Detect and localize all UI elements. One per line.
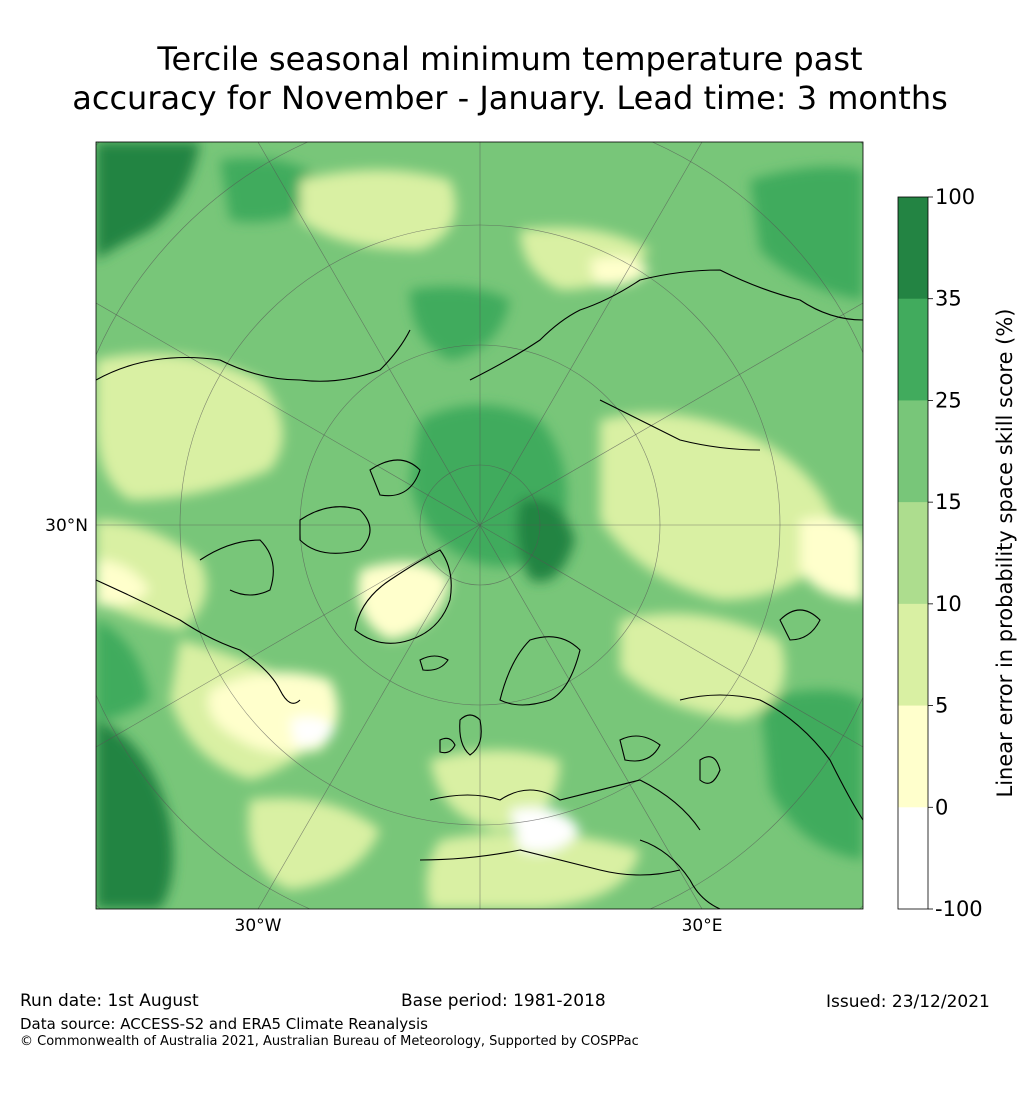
copyright: © Commonwealth of Australia 2021, Austra… [20, 1034, 639, 1049]
colorbar-tick-label: 15 [935, 490, 962, 514]
lon-label-30w: 30°W [235, 916, 282, 936]
colorbar-segments [898, 197, 928, 910]
uk-outline [459, 714, 482, 756]
base-period: Base period: 1981-2018 [401, 991, 606, 1011]
arctic-islands-outline [299, 506, 371, 554]
run-date: Run date: 1st August [20, 991, 199, 1011]
skill-score-map [96, 142, 863, 909]
colorbar-segment [898, 400, 928, 503]
colorbar-tick-label: 10 [935, 592, 962, 616]
colorbar-segment [898, 502, 928, 605]
colorbar-tick-label: 35 [935, 287, 962, 311]
lat-label-30n: 30°N [45, 516, 88, 536]
colorbar-frame [897, 196, 929, 910]
scandinavia-outline [499, 636, 581, 706]
colorbar-segment [898, 603, 928, 707]
colorbar-tick-label: 5 [935, 694, 948, 718]
graticule [96, 142, 863, 909]
title-line-2: accuracy for November - January. Lead ti… [72, 79, 948, 117]
colorbar-segment [898, 807, 928, 910]
colorbar-tick-label: -100 [935, 897, 983, 921]
colorbar-tick-label: 25 [935, 388, 962, 412]
map-title: Tercile seasonal minimum temperature pas… [0, 40, 1020, 118]
skill-score-patches [96, 142, 863, 909]
black-sea-outline [619, 735, 661, 762]
lon-label-30e: 30°E [682, 916, 723, 936]
greenland-outline [354, 549, 452, 644]
title-line-1: Tercile seasonal minimum temperature pas… [157, 40, 863, 78]
colorbar-tick-label: 100 [935, 185, 975, 209]
colorbar-ticks: 100 35 25 15 10 5 0 -100 [928, 185, 983, 921]
colorbar-segment [898, 298, 928, 401]
iceland-outline [419, 655, 449, 671]
coastlines [96, 269, 863, 909]
map-frame [95, 141, 864, 910]
colorbar-tick-label: 0 [935, 795, 948, 819]
colorbar-segment [898, 197, 928, 300]
data-source: Data source: ACCESS-S2 and ERA5 Climate … [20, 1015, 428, 1033]
colorbar: 100 35 25 15 10 5 0 -100 Linear error in probab… [897, 185, 1017, 921]
issued-date: Issued: 23/12/2021 [826, 992, 990, 1012]
colorbar-segment [898, 705, 928, 808]
colorbar-label: Linear error in probability space skill … [993, 309, 1017, 798]
